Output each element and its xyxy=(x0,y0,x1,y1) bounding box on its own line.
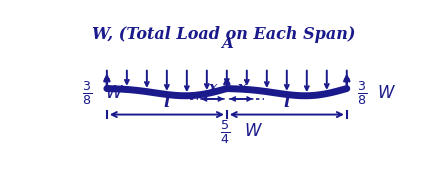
Text: $\frac{3}{8}$: $\frac{3}{8}$ xyxy=(82,79,92,107)
Text: l: l xyxy=(164,94,170,111)
Text: x: x xyxy=(208,81,217,95)
Text: $\frac{3}{8}$: $\frac{3}{8}$ xyxy=(357,79,367,107)
Text: x: x xyxy=(237,81,245,95)
Text: $W$: $W$ xyxy=(244,123,262,140)
Text: $W$: $W$ xyxy=(105,85,124,102)
Text: $\frac{5}{4}$: $\frac{5}{4}$ xyxy=(220,118,230,146)
Text: W, (Total Load on Each Span): W, (Total Load on Each Span) xyxy=(92,26,355,43)
Text: l: l xyxy=(284,94,290,111)
Text: $W$: $W$ xyxy=(377,85,396,102)
Text: A: A xyxy=(221,37,233,51)
